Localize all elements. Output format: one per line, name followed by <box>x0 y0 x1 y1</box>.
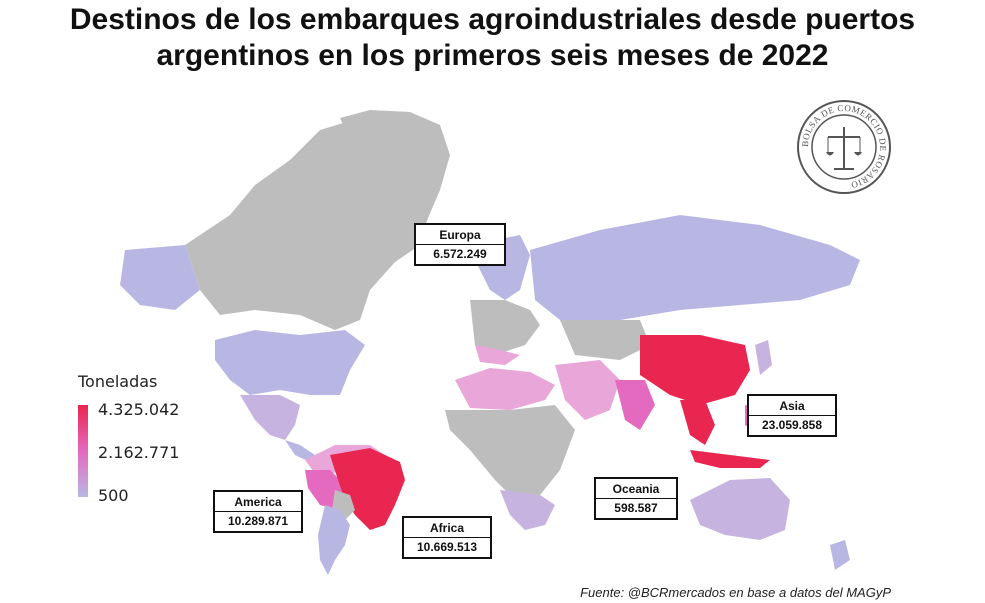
region-box-oceania: Oceania 598.587 <box>594 477 678 520</box>
brazil <box>330 448 405 530</box>
map-title: Destinos de los embarques agroindustrial… <box>0 2 985 74</box>
russia <box>530 215 860 320</box>
region-value: 10.669.513 <box>416 540 478 554</box>
central-africa <box>445 405 575 500</box>
middle-east <box>555 360 620 420</box>
region-name: Asia <box>749 396 835 416</box>
region-value: 6.572.249 <box>433 247 487 261</box>
alaska <box>120 245 200 310</box>
title-line-2: argentinos en los primeros seis meses de… <box>156 39 829 72</box>
region-name: Oceania <box>596 479 676 499</box>
title-line-1: Destinos de los embarques agroindustrial… <box>69 3 916 36</box>
mexico <box>240 395 300 440</box>
legend-mid-label: 2.162.771 <box>98 443 180 462</box>
japan <box>755 340 772 375</box>
legend-min-label: 500 <box>98 486 129 505</box>
region-name: Europa <box>416 225 504 245</box>
region-name: America <box>215 492 301 512</box>
source-note: Fuente: @BCRmercados en base a datos del… <box>580 585 891 600</box>
region-box-europa: Europa 6.572.249 <box>414 223 506 266</box>
southeast-asia <box>680 400 715 445</box>
region-name: Africa <box>404 518 490 538</box>
region-box-africa: Africa 10.669.513 <box>402 516 492 559</box>
region-box-america: America 10.289.871 <box>213 490 303 533</box>
canada <box>185 118 430 330</box>
region-value: 598.587 <box>614 501 658 515</box>
indonesia <box>690 450 770 468</box>
central-america <box>285 440 315 462</box>
usa <box>215 330 365 395</box>
greenland <box>340 110 450 245</box>
region-box-asia: Asia 23.059.858 <box>747 394 837 437</box>
australia <box>690 478 790 540</box>
legend-max-label: 4.325.042 <box>98 400 180 419</box>
chile-argentina <box>318 505 350 575</box>
china <box>640 335 750 405</box>
region-value: 10.289.871 <box>227 514 289 528</box>
legend-title: Toneladas <box>78 372 158 391</box>
western-europe <box>470 300 540 355</box>
legend-color-scale <box>78 405 88 497</box>
spain-italy <box>475 345 520 365</box>
north-africa <box>455 368 555 410</box>
india <box>615 380 655 430</box>
bolsa-comercio-rosario-logo: BOLSA DE COMERCIO DE ROSARIO <box>797 100 891 194</box>
region-value: 23.059.858 <box>761 418 823 432</box>
southern-africa <box>500 490 555 530</box>
central-asia <box>560 320 650 360</box>
new-zealand <box>830 540 850 570</box>
